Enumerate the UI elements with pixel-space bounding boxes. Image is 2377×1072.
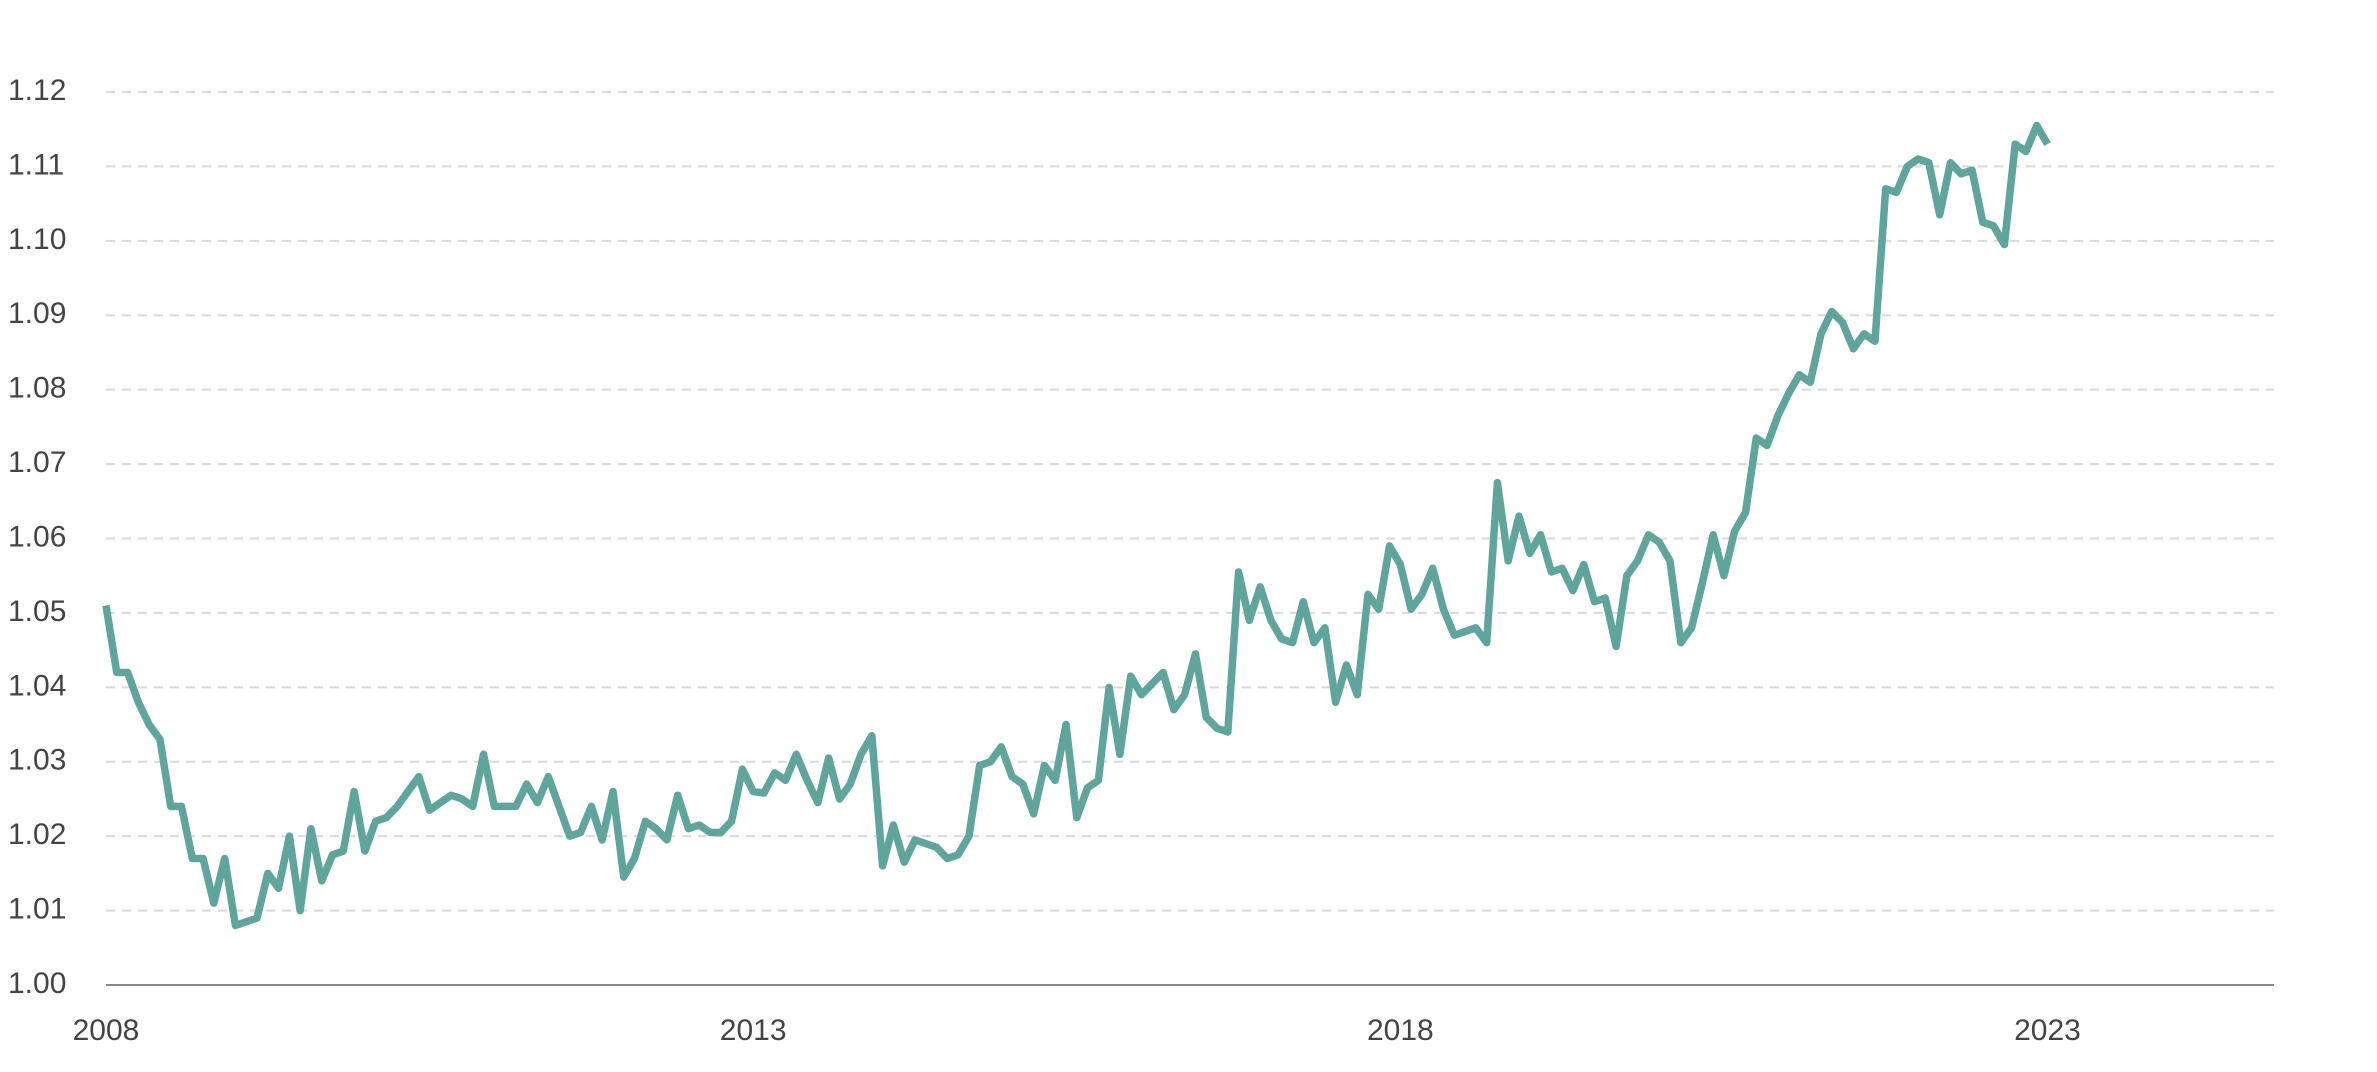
y-tick-label: 1.07 (8, 446, 66, 479)
y-tick-label: 1.00 (8, 967, 66, 1000)
line-series (102, 121, 2051, 930)
y-tick-label: 1.08 (8, 372, 66, 405)
x-tick-label: 2008 (73, 1014, 140, 1047)
y-tick-label: 1.03 (8, 744, 66, 777)
x-tick-label: 2023 (2014, 1014, 2081, 1047)
y-tick-label: 1.12 (8, 74, 66, 107)
x-tick-label: 2018 (1367, 1014, 1434, 1047)
y-tick-label: 1.09 (8, 297, 66, 330)
y-tick-label: 1.05 (8, 595, 66, 628)
y-tick-label: 1.01 (8, 893, 66, 926)
y-tick-label: 1.02 (8, 818, 66, 851)
y-tick-label: 1.10 (8, 223, 66, 256)
y-tick-label: 1.11 (8, 148, 64, 181)
x-tick-label: 2013 (720, 1014, 787, 1047)
y-tick-label: 1.04 (8, 669, 66, 702)
y-tick-label: 1.06 (8, 520, 66, 553)
